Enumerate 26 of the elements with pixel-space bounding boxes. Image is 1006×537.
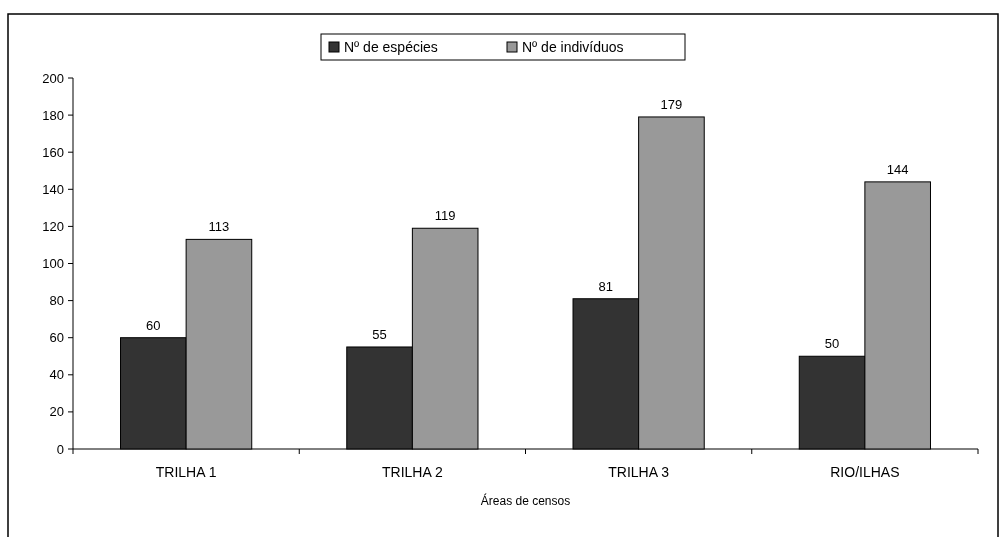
y-tick-label: 160 [42,144,64,160]
data-label: 179 [660,96,683,112]
y-tick-label: 60 [49,330,64,346]
data-label: 119 [434,208,456,224]
y-tick-label: 140 [42,181,64,197]
x-tick-label: TRILHA 3 [608,464,670,480]
legend-label: Nº de indivíduos [522,38,624,55]
data-label: 60 [146,317,161,333]
y-tick-label: 120 [42,218,64,234]
data-label: 50 [824,336,840,352]
data-label: 113 [208,219,230,235]
y-tick-label: 20 [49,404,64,420]
x-axis-title: Áreas de censos [480,493,571,508]
y-tick-label: 0 [56,441,64,457]
x-tick-label: TRILHA 1 [155,464,217,480]
y-tick-label: 40 [49,367,64,383]
y-tick-label: 100 [42,256,64,272]
legend-label: Nº de espécies [344,38,438,55]
data-label: 81 [598,278,614,294]
x-tick-label: TRILHA 2 [382,464,443,480]
y-tick-label: 180 [42,107,64,123]
x-tick-label: RIO/ILHAS [830,464,900,480]
data-label: 144 [886,161,909,177]
y-tick-label: 80 [49,293,64,309]
y-tick-label: 200 [42,70,64,86]
data-label: 55 [372,326,387,342]
